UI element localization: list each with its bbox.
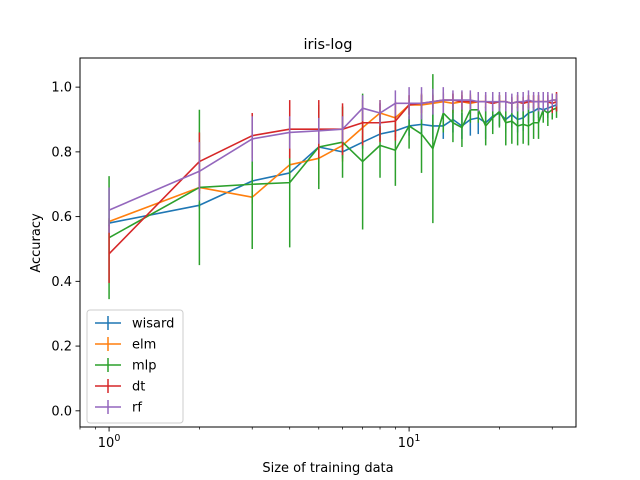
legend-item-rf: rf: [95, 400, 142, 416]
legend-label-mlp: mlp: [132, 359, 157, 374]
line-rf: [108, 99, 557, 211]
legend-label-wisard: wisard: [132, 317, 174, 332]
legend-label-rf: rf: [132, 401, 142, 416]
x-tick-label: 101: [398, 433, 421, 451]
legend-item-elm: elm: [95, 337, 156, 353]
chart-title: iris-log: [304, 37, 353, 53]
y-tick-label: 1.0: [51, 81, 72, 96]
x-axis-label: Size of training data: [262, 461, 393, 476]
legend-label-dt: dt: [132, 380, 145, 395]
axes-frame: [79, 57, 577, 428]
series-layer: [108, 74, 558, 300]
y-tick-label: 0.4: [51, 275, 72, 290]
legend-label-elm: elm: [132, 338, 156, 353]
y-tick-label: 0.6: [51, 210, 72, 225]
series-rf: [108, 87, 558, 233]
y-axis-label: Accuracy: [29, 213, 44, 273]
legend-item-wisard: wisard: [95, 316, 174, 332]
legend-item-dt: dt: [95, 379, 145, 395]
legend: wisard elm mlp dt rf: [86, 309, 184, 424]
y-tick-label: 0.0: [51, 404, 72, 419]
x-axis: 100 101: [79, 427, 553, 451]
legend-item-mlp: mlp: [95, 358, 157, 374]
legend-box: [86, 309, 184, 424]
y-tick-label: 0.2: [51, 340, 72, 355]
y-tick-label: 0.8: [51, 145, 72, 160]
x-tick-label: 100: [98, 433, 121, 451]
y-axis: 0.0 0.2 0.4 0.6 0.8 1.0: [51, 81, 80, 419]
